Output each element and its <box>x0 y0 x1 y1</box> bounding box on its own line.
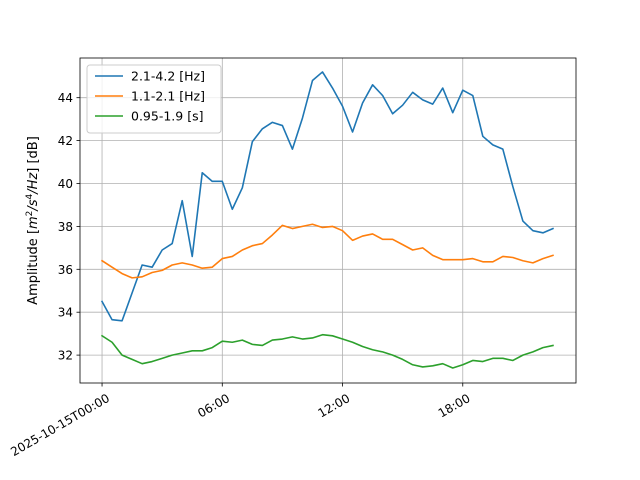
legend-label-2: 0.95-1.9 [s] <box>131 109 203 124</box>
series-layer <box>100 71 555 369</box>
y-axis: 32 34 36 38 40 42 44 <box>58 91 80 363</box>
legend-label-1: 1.1-2.1 [Hz] <box>131 89 205 104</box>
legend: 2.1-4.2 [Hz] 1.1-2.1 [Hz] 0.95-1.9 [s] <box>86 64 222 134</box>
series-line-0 <box>100 71 555 322</box>
y-tick-label: 36 <box>58 263 73 277</box>
y-tick-label: 34 <box>58 306 73 320</box>
plot-frame <box>79 57 577 384</box>
y-tick-label: 42 <box>58 134 73 148</box>
y-tick-label: 44 <box>58 91 73 105</box>
legend-label-0: 2.1-4.2 [Hz] <box>131 69 205 84</box>
y-tick-label: 40 <box>58 177 73 191</box>
y-axis-label: Amplitude [m2/s4/Hz] [dB] <box>25 136 41 305</box>
y-tick-label: 38 <box>58 220 73 234</box>
y-tick-label: 32 <box>58 349 73 363</box>
series-line-2 <box>100 333 554 369</box>
series-line-1 <box>100 223 554 279</box>
